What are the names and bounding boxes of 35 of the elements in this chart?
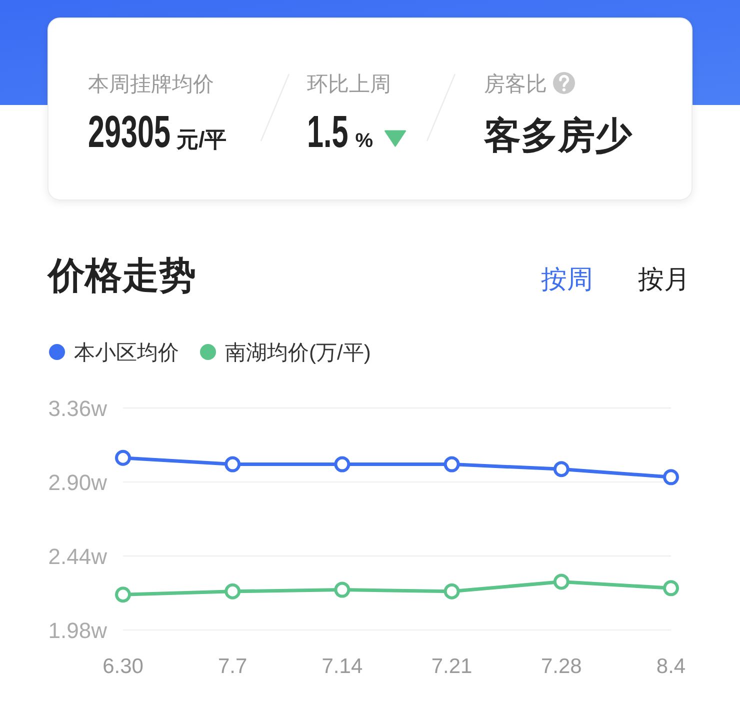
point <box>334 582 350 598</box>
text: 房客比 <box>484 73 547 96</box>
x-tick-label: 8.4 <box>656 655 686 678</box>
y-tick-label: 3.36w <box>48 396 108 421</box>
point <box>444 456 460 472</box>
chart-title: 价格走势 <box>46 255 196 296</box>
y-tick-label: 2.90w <box>48 470 108 495</box>
x-tick-label: 7.7 <box>218 655 248 678</box>
point <box>663 580 679 596</box>
text: % <box>355 130 374 152</box>
point <box>334 456 350 472</box>
x-tick-label: 7.21 <box>431 655 472 678</box>
x-tick-label: 7.28 <box>540 655 582 678</box>
x-tick-label: 7.14 <box>322 655 363 678</box>
point <box>444 583 460 600</box>
text: 29305 <box>88 106 171 158</box>
text: 元/平 <box>176 127 227 152</box>
y-tick-label: 1.98w <box>48 618 108 643</box>
text: 本周挂牌均价 <box>88 73 214 96</box>
point <box>115 450 131 466</box>
point <box>553 461 570 478</box>
text: 按周 <box>541 264 593 294</box>
text: 1.5 <box>307 106 348 158</box>
text: 按月 <box>638 264 690 294</box>
text: 客多房少 <box>483 115 633 156</box>
point <box>224 583 241 600</box>
x-tick-label: 6.30 <box>102 655 144 678</box>
point <box>224 456 241 472</box>
text: 环比上周 <box>307 73 391 96</box>
legend-label: 南湖均价(万/平) <box>225 342 371 365</box>
point <box>115 586 131 603</box>
legend-label: 本小区均价 <box>74 342 179 365</box>
point <box>553 574 570 590</box>
point <box>663 469 679 486</box>
y-tick-label: 2.44w <box>48 544 108 569</box>
